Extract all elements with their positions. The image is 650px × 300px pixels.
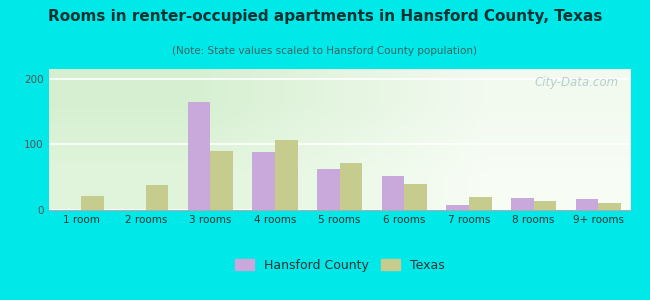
Bar [188,102,211,210]
Bar [575,199,598,210]
Bar [339,163,362,210]
Bar [146,185,168,210]
Bar [469,197,491,210]
Bar [404,184,427,210]
Legend: Hansford County, Texas: Hansford County, Texas [230,254,449,277]
Text: Rooms in renter-occupied apartments in Hansford County, Texas: Rooms in renter-occupied apartments in H… [48,9,602,24]
Text: (Note: State values scaled to Hansford County population): (Note: State values scaled to Hansford C… [172,46,478,56]
Bar [447,205,469,210]
Bar [534,201,556,210]
Bar [275,140,298,210]
Text: City-Data.com: City-Data.com [535,76,619,89]
Bar [382,176,404,210]
Bar [211,151,233,210]
Bar [317,169,339,210]
Bar [252,152,275,210]
Bar [598,203,621,210]
Bar [511,198,534,210]
Bar [81,196,104,210]
